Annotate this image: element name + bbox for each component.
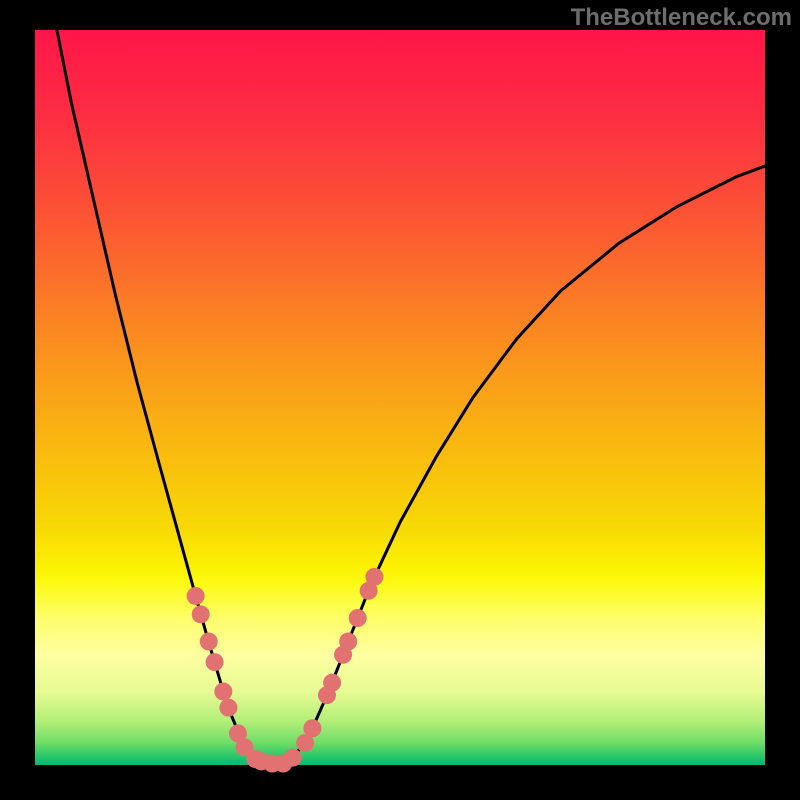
data-point (323, 674, 341, 692)
watermark-text: TheBottleneck.com (571, 4, 792, 32)
data-point (214, 683, 232, 701)
data-point (303, 719, 321, 737)
data-point (200, 633, 218, 651)
data-point (365, 568, 383, 586)
data-point (192, 605, 210, 623)
plot-background (35, 30, 765, 765)
data-point (284, 749, 302, 767)
chart-svg (0, 0, 800, 800)
data-point (349, 609, 367, 627)
data-point (206, 653, 224, 671)
data-point (219, 699, 237, 717)
chart-container: TheBottleneck.com (0, 0, 800, 800)
data-point (339, 633, 357, 651)
data-point (187, 587, 205, 605)
